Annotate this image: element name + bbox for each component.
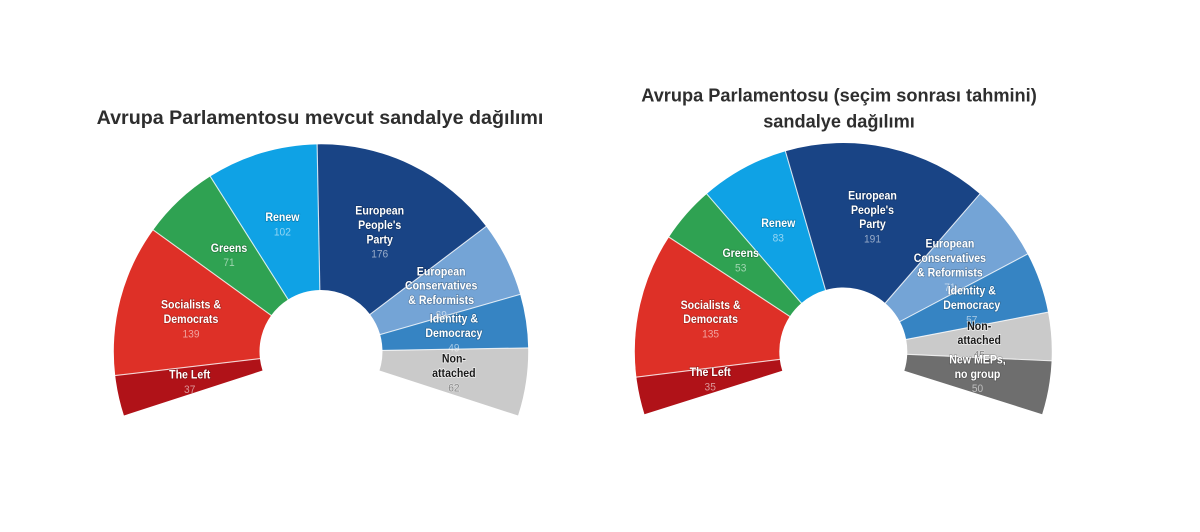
svg-text:European: European: [926, 237, 975, 251]
svg-text:49: 49: [448, 343, 459, 355]
svg-text:The Left: The Left: [169, 368, 210, 382]
svg-text:& Reformists: & Reformists: [408, 293, 474, 307]
svg-text:45: 45: [974, 350, 985, 362]
svg-text:European: European: [848, 188, 897, 202]
svg-text:Conservatives: Conservatives: [405, 279, 477, 293]
svg-text:83: 83: [773, 233, 784, 245]
svg-text:& Reformists: & Reformists: [917, 266, 983, 280]
svg-text:135: 135: [702, 329, 719, 341]
svg-text:71: 71: [223, 257, 234, 269]
svg-text:Democracy: Democracy: [943, 298, 1000, 312]
svg-text:People's: People's: [358, 218, 401, 232]
svg-text:50: 50: [972, 383, 983, 395]
svg-text:Avrupa Parlamentosu mevcut san: Avrupa Parlamentosu mevcut sandalye dağı…: [97, 107, 544, 129]
svg-text:Democrats: Democrats: [164, 312, 219, 326]
svg-text:Non-: Non-: [442, 352, 466, 366]
svg-text:New MEPs,: New MEPs,: [949, 352, 1005, 366]
svg-text:attached: attached: [957, 333, 1001, 347]
svg-text:53: 53: [735, 263, 746, 275]
svg-text:Socialists &: Socialists &: [681, 298, 741, 312]
svg-text:People's: People's: [851, 203, 894, 217]
svg-text:European: European: [355, 204, 404, 218]
svg-text:Identity &: Identity &: [430, 312, 478, 326]
svg-text:139: 139: [183, 329, 200, 341]
svg-text:Greens: Greens: [211, 241, 248, 255]
svg-text:Identity &: Identity &: [948, 284, 996, 298]
svg-text:Socialists &: Socialists &: [161, 298, 221, 312]
svg-text:Renew: Renew: [265, 210, 299, 224]
svg-text:The Left: The Left: [690, 365, 731, 379]
svg-text:sandalye dağılımı: sandalye dağılımı: [763, 112, 915, 132]
svg-text:71: 71: [944, 282, 955, 294]
svg-text:57: 57: [966, 314, 977, 326]
svg-text:Greens: Greens: [722, 246, 759, 260]
svg-text:176: 176: [371, 249, 388, 261]
svg-text:Non-: Non-: [967, 319, 991, 333]
svg-text:Party: Party: [859, 217, 886, 231]
svg-text:Avrupa Parlamentosu (seçim son: Avrupa Parlamentosu (seçim sonrası tahmi…: [641, 86, 1037, 106]
svg-text:191: 191: [864, 234, 881, 246]
svg-text:Conservatives: Conservatives: [914, 251, 986, 265]
svg-text:Democrats: Democrats: [683, 312, 738, 326]
svg-text:62: 62: [448, 382, 459, 394]
svg-text:European: European: [417, 264, 466, 278]
svg-text:102: 102: [274, 227, 291, 239]
svg-text:35: 35: [705, 381, 716, 393]
svg-text:Renew: Renew: [761, 216, 795, 230]
svg-text:no group: no group: [955, 367, 1001, 381]
svg-text:attached: attached: [432, 366, 476, 380]
svg-text:Party: Party: [366, 232, 393, 246]
svg-text:69: 69: [436, 310, 447, 322]
svg-text:37: 37: [184, 384, 195, 396]
svg-text:Democracy: Democracy: [425, 326, 482, 340]
